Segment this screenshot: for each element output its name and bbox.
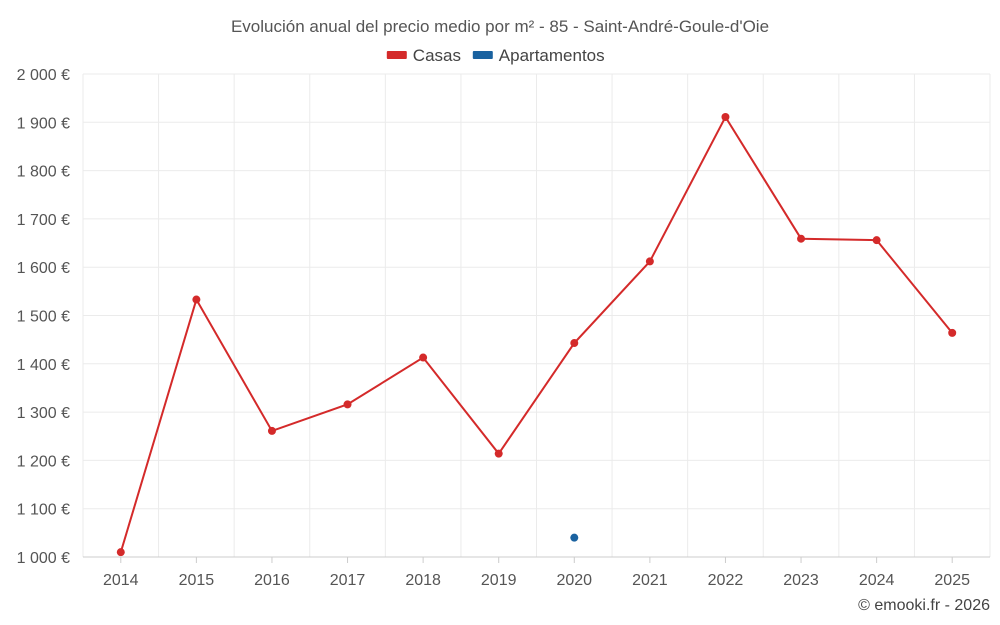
- data-point[interactable]: [570, 339, 579, 348]
- y-tick-label: 1 500 €: [17, 309, 70, 326]
- x-tick-label: 2018: [405, 572, 441, 589]
- series-apartamentos: [570, 533, 579, 542]
- legend-item-apartamentos[interactable]: Apartamentos: [472, 46, 605, 65]
- y-tick-label: 1 900 €: [17, 115, 70, 132]
- data-point[interactable]: [570, 533, 579, 542]
- y-tick-label: 1 300 €: [17, 405, 70, 422]
- legend-label: Casas: [413, 46, 461, 65]
- y-tick-label: 1 200 €: [17, 453, 70, 470]
- data-point[interactable]: [721, 112, 730, 121]
- data-point[interactable]: [494, 449, 503, 458]
- y-tick-label: 1 100 €: [17, 502, 70, 519]
- y-tick-label: 1 700 €: [17, 212, 70, 229]
- legend-label: Apartamentos: [499, 46, 605, 65]
- legend-item-casas[interactable]: Casas: [386, 46, 461, 65]
- legend-swatch: [386, 51, 407, 59]
- y-tick-label: 2 000 €: [17, 67, 70, 84]
- data-point[interactable]: [872, 236, 881, 245]
- x-tick-label: 2020: [556, 572, 592, 589]
- series-casas: [116, 112, 957, 557]
- data-point[interactable]: [343, 400, 352, 409]
- x-tick-label: 2015: [179, 572, 215, 589]
- legend-swatch: [472, 51, 493, 59]
- x-tick-label: 2025: [934, 572, 970, 589]
- x-tick-label: 2023: [783, 572, 819, 589]
- x-tick-label: 2017: [330, 572, 366, 589]
- x-tick-label: 2014: [103, 572, 139, 589]
- data-point[interactable]: [116, 548, 125, 557]
- x-tick-label: 2016: [254, 572, 290, 589]
- data-point[interactable]: [267, 426, 276, 435]
- credit-text: © emooki.fr - 2026: [858, 597, 990, 614]
- x-tick-label: 2021: [632, 572, 668, 589]
- x-tick-label: 2022: [708, 572, 744, 589]
- y-tick-label: 1 600 €: [17, 260, 70, 277]
- series-layer: [116, 112, 957, 557]
- chart-title: Evolución anual del precio medio por m² …: [231, 17, 769, 36]
- y-tick-label: 1 000 €: [17, 550, 70, 567]
- x-tick-label: 2019: [481, 572, 517, 589]
- data-point[interactable]: [419, 353, 428, 362]
- data-point[interactable]: [645, 257, 654, 266]
- series-line-casas: [119, 114, 953, 553]
- x-tick-label: 2024: [859, 572, 895, 589]
- y-tick-label: 1 400 €: [17, 357, 70, 374]
- data-point[interactable]: [192, 295, 201, 304]
- legend: Casas Apartamentos: [386, 46, 605, 65]
- axes: 1 000 € 1 100 € 1 200 € 1 300 € 1 400 € 1 500…: [17, 67, 990, 589]
- data-point[interactable]: [948, 328, 957, 337]
- grid: [82, 73, 991, 558]
- y-tick-label: 1 800 €: [17, 164, 70, 181]
- data-point[interactable]: [797, 234, 806, 243]
